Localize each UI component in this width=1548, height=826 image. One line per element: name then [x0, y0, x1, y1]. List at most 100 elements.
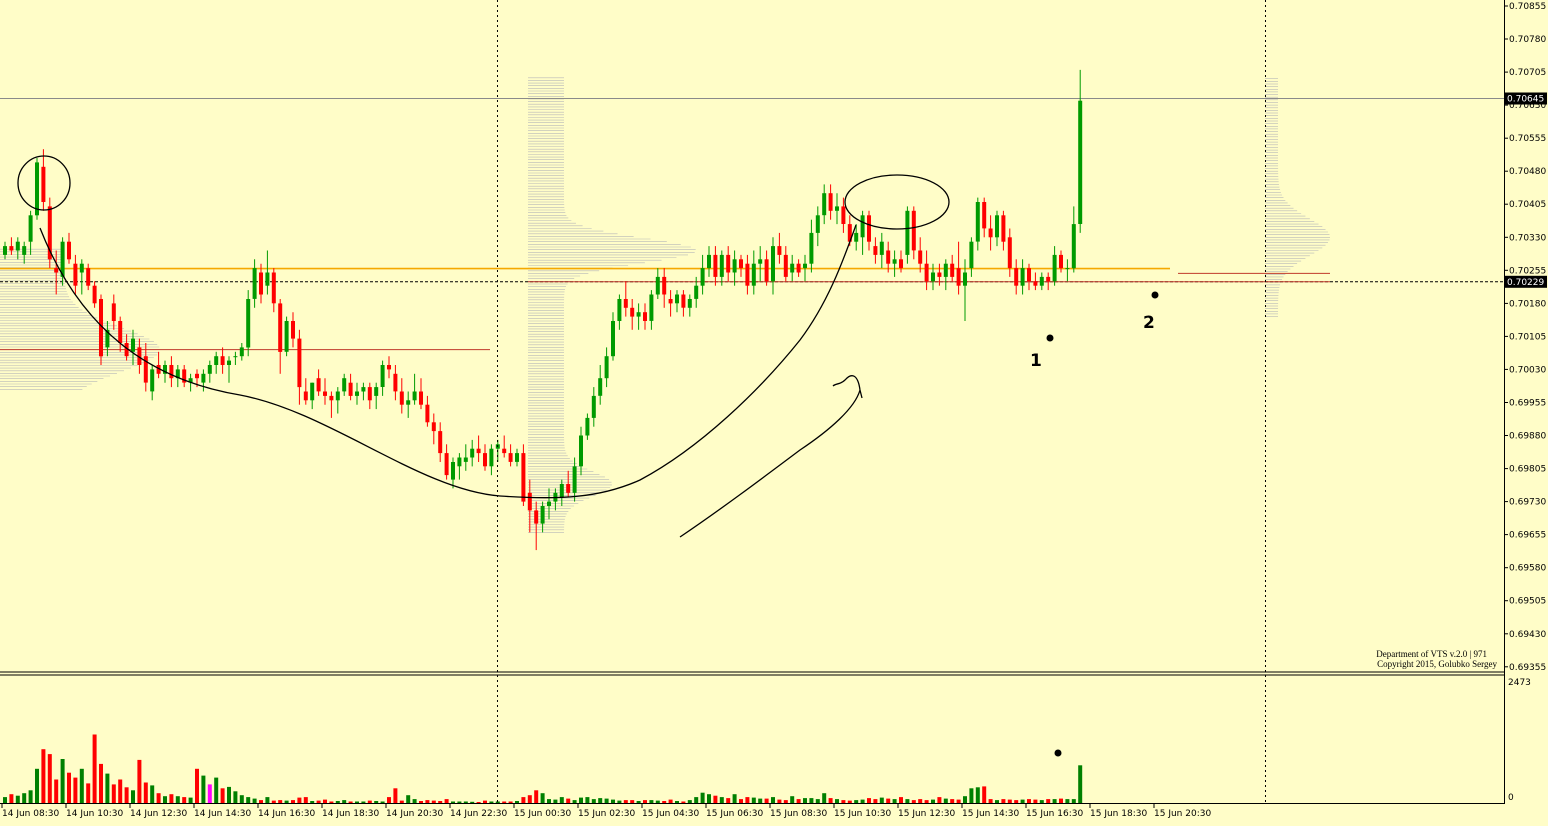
volume-bar — [1020, 799, 1025, 803]
candle-body — [348, 382, 353, 396]
volume-bar — [892, 799, 897, 803]
price-tick-label: 0.69430 — [1509, 630, 1546, 640]
candle-body — [617, 299, 622, 321]
candle-body — [1052, 254, 1057, 282]
candle-body — [163, 365, 167, 374]
volume-bar — [387, 797, 391, 803]
time-tick-label: 15 Jun 18:30 — [1090, 809, 1147, 819]
volume-bar — [374, 801, 379, 803]
candle-body — [764, 259, 769, 282]
volume-bar — [713, 795, 718, 803]
candle-body — [611, 321, 615, 357]
watermark-line-2: Copyright 2015, Golubko Sergey — [1377, 659, 1497, 669]
candle-body — [54, 268, 59, 273]
volume-bar — [476, 802, 481, 803]
price-tick-label: 0.70780 — [1509, 35, 1546, 45]
price-tick-label: 0.70255 — [1509, 266, 1546, 276]
volume-bar — [623, 800, 628, 803]
price-tick-label: 0.70105 — [1509, 332, 1546, 342]
candle-body — [143, 356, 148, 383]
time-tick-label: 15 Jun 08:30 — [770, 809, 827, 819]
candle-body — [60, 241, 65, 277]
candle-body — [905, 210, 910, 255]
volume-bar — [732, 794, 737, 803]
candle-body — [783, 254, 788, 277]
volume-bar — [335, 801, 340, 803]
time-tick-label: 14 Jun 16:30 — [258, 809, 315, 819]
price-tick-label: 0.70405 — [1509, 200, 1546, 210]
candle-body — [489, 448, 494, 467]
volume-bar — [566, 798, 571, 803]
price-marker-label: 0.70645 — [1507, 95, 1544, 105]
candle-body — [1020, 268, 1025, 286]
volume-bar — [143, 782, 148, 803]
time-tick-label: 15 Jun 02:30 — [578, 809, 635, 819]
candle-body — [796, 263, 801, 273]
volume-bar — [105, 773, 110, 803]
candle-body — [534, 510, 539, 524]
candle-body — [284, 321, 289, 352]
volume-bar — [137, 759, 142, 803]
volume-bar — [67, 772, 71, 803]
volume-bar — [758, 798, 763, 803]
candle-body — [271, 272, 276, 304]
candle-body — [815, 215, 820, 233]
volume-bar — [425, 800, 430, 803]
candle-body — [457, 457, 462, 467]
time-tick-label: 14 Jun 12:30 — [130, 809, 187, 819]
candle-body — [751, 263, 756, 286]
candle-body — [86, 268, 91, 286]
volume-bar — [92, 734, 97, 803]
candle-body — [1027, 268, 1031, 282]
candle-body — [207, 365, 212, 374]
candle-body — [1046, 276, 1051, 282]
candle-body — [700, 268, 705, 286]
volume-bar — [265, 797, 270, 803]
time-tick-label: 14 Jun 18:30 — [322, 809, 379, 819]
volume-bar — [470, 801, 475, 803]
candle-body — [790, 263, 795, 273]
volume-bar — [28, 790, 33, 803]
volume-bar — [521, 797, 526, 803]
candle-body — [28, 215, 33, 242]
volume-bar — [15, 795, 20, 803]
price-tick-label: 0.70705 — [1509, 68, 1546, 78]
volume-bar — [604, 798, 609, 803]
rounding-bottom-curve — [39, 224, 857, 499]
candles — [3, 69, 1083, 551]
candle-body — [1071, 224, 1076, 269]
volume-bar — [969, 788, 974, 803]
candle-body — [92, 285, 97, 304]
volume-bar — [745, 797, 750, 803]
price-tick-label: 0.69730 — [1509, 498, 1546, 508]
volume-bar — [310, 801, 315, 803]
volume-bar — [655, 800, 660, 803]
volume-bar — [355, 801, 359, 803]
candle-body — [662, 276, 667, 295]
candle-body — [854, 232, 859, 242]
candle-body — [636, 312, 641, 317]
volume-bar — [559, 797, 564, 803]
candle-body — [463, 457, 468, 462]
volume-bar — [54, 779, 59, 803]
volume-bar — [527, 795, 532, 803]
volume-bar — [579, 797, 583, 803]
volume-bar — [79, 768, 84, 803]
candle-body — [227, 360, 231, 365]
upward-arrow — [679, 375, 863, 538]
candle-body — [707, 254, 711, 269]
candle-body — [387, 365, 391, 370]
price-tick-label: 0.70555 — [1509, 134, 1546, 144]
volume-bar — [630, 800, 635, 803]
candle-body — [988, 228, 993, 238]
candle-body — [745, 263, 750, 286]
volume-bar — [809, 798, 814, 803]
volume-bar — [406, 795, 411, 803]
volume-bar — [1033, 799, 1038, 803]
volume-bar — [636, 801, 641, 803]
price-tick-label: 0.70480 — [1509, 167, 1546, 177]
volume-bar — [412, 799, 417, 803]
candle-body — [451, 462, 455, 480]
candle-body — [1059, 254, 1063, 269]
